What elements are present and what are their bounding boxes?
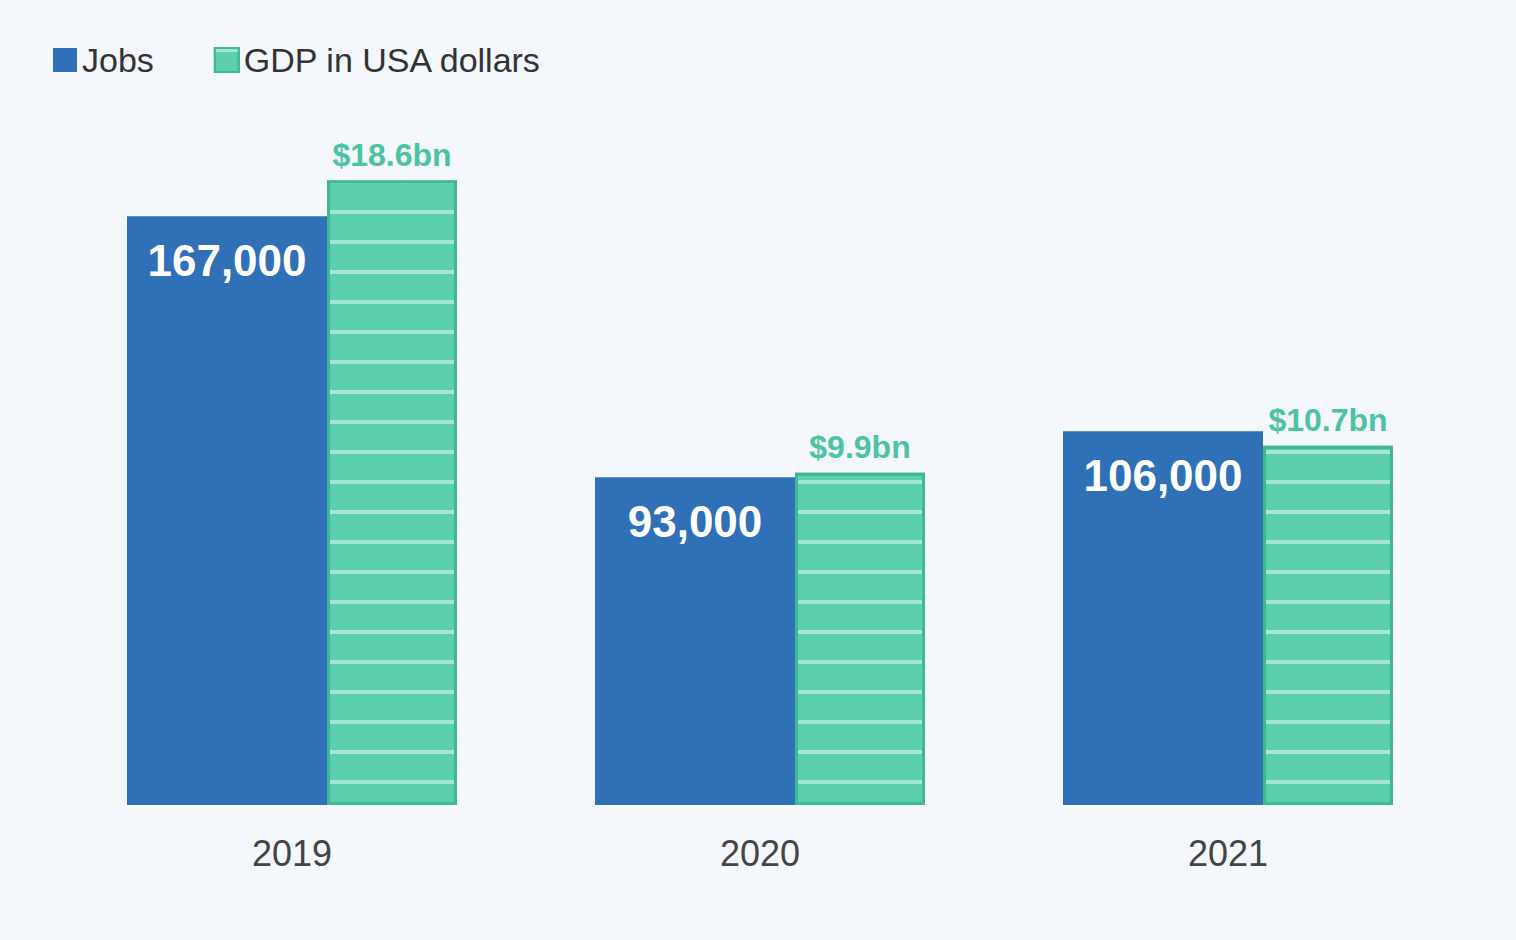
svg-text:$9.9bn: $9.9bn xyxy=(809,429,910,465)
svg-text:$10.7bn: $10.7bn xyxy=(1268,402,1387,438)
svg-text:106,000: 106,000 xyxy=(1083,451,1242,500)
svg-text:GDP in USA dollars: GDP in USA dollars xyxy=(244,41,540,79)
svg-text:Jobs: Jobs xyxy=(82,41,154,79)
svg-text:167,000: 167,000 xyxy=(147,236,306,285)
svg-text:$18.6bn: $18.6bn xyxy=(332,137,451,173)
svg-text:2020: 2020 xyxy=(720,833,800,874)
svg-text:2019: 2019 xyxy=(252,833,332,874)
svg-text:2021: 2021 xyxy=(1188,833,1268,874)
svg-text:93,000: 93,000 xyxy=(628,497,763,546)
